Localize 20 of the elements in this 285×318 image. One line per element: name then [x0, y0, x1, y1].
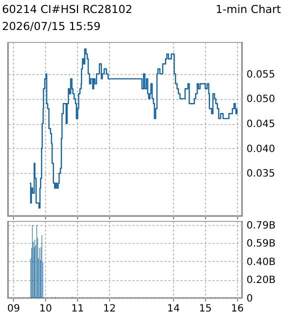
x-tick-label: 11: [71, 304, 84, 314]
y-tick-label: 0.40B: [246, 256, 276, 268]
y-tick-label: 0: [246, 294, 253, 304]
x-tick-label: 16: [231, 304, 244, 314]
y-tick-label: 0.045: [246, 119, 276, 130]
y-tick-label: 0.59B: [246, 238, 276, 250]
x-tick-label: 15: [199, 304, 212, 314]
y-tick-label: 0.79B: [246, 220, 276, 232]
text: 1-min Chart: [216, 3, 281, 16]
y-tick-label: 0.040: [246, 144, 276, 155]
chart-title: 60214 CI#HSI RC28102: [2, 3, 132, 16]
x-tick-label: 12: [103, 304, 116, 314]
chart-subtitle: 2026/07/15 15:59: [2, 20, 101, 33]
x-tick-label: 09: [7, 304, 20, 314]
y-tick-label: 0.20B: [246, 275, 276, 286]
y-tick-label: 0.055: [246, 69, 276, 80]
x-tick-label: 10: [39, 304, 52, 314]
x-tick-label: 14: [167, 304, 180, 314]
y-tick-label: 0.050: [246, 94, 276, 106]
y-tick-label: 0.035: [246, 168, 276, 180]
